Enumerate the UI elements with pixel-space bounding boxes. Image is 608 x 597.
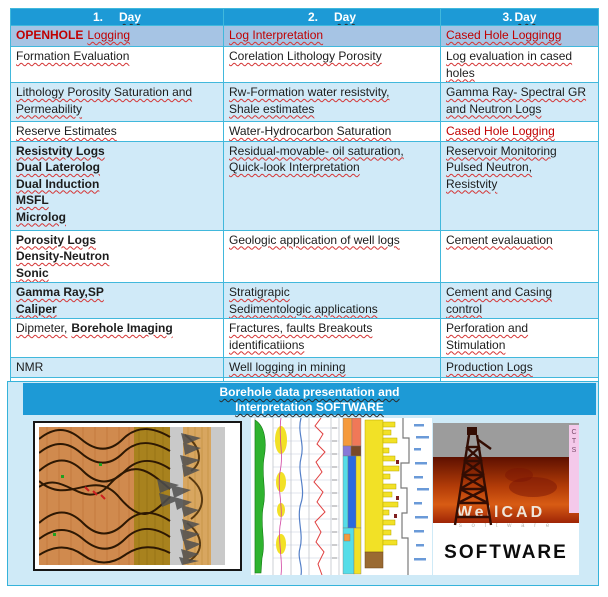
- day-2-header: 2. Day: [223, 8, 441, 26]
- cell: Production Logs: [440, 357, 599, 378]
- cell: Fractures, faults Breakouts identificati…: [223, 318, 441, 358]
- cell: Stratigrapic Sedimentologic applications: [223, 282, 441, 319]
- cell-openhole-logging: OPENHOLE Logging: [10, 25, 224, 47]
- cell-porosity-logs: Porosity Logs Density-Neutron Sonic: [10, 229, 224, 283]
- well-log-composite: [251, 417, 432, 576]
- table-row: Resistvity Logs Dual Laterolog Dual Indu…: [10, 140, 599, 231]
- cell-cased-hole-logging: Cased Hole Logging: [440, 121, 599, 142]
- day-3-header: 3. Day: [440, 8, 599, 26]
- day-3-number: 3.: [502, 10, 513, 24]
- wellcad-gradient: WellCAD: [433, 457, 579, 523]
- wellcad-side-strip: C T S: [569, 425, 579, 513]
- table-row: OPENHOLE Logging Log Interpretation Cased…: [10, 25, 599, 47]
- cell: Gamma Ray- Spectral GR and Neutron Logs: [440, 82, 599, 122]
- cell: Cement evalauation: [440, 229, 599, 283]
- wellcad-brand-text: WellCAD: [456, 504, 546, 521]
- table-row: Reserve Estimates Water-Hydrocarbon Satu…: [10, 121, 599, 142]
- cell: Rw-Formation water resistvity, Shale est…: [223, 82, 441, 122]
- cell-log-interpretation: Log Interpretation: [223, 25, 441, 47]
- day-1-label: Day: [119, 10, 142, 24]
- wellcad-ghost-text: s o f t w a r e: [433, 523, 579, 531]
- cell: Lithology Porosity Saturation and Permea…: [10, 82, 224, 122]
- day-1-number: 1.: [92, 10, 103, 24]
- borehole-image-log-graphic: [38, 427, 236, 565]
- well-log-composite-graphic: [251, 417, 432, 576]
- cell: Well logging in mining: [223, 357, 441, 378]
- cell-gamma-ray-sp: Gamma Ray,SP Caliper: [10, 282, 224, 319]
- cell-cased-hole-logging-title: Cased Hole Loggingg: [440, 25, 599, 47]
- table-row: Lithology Porosity Saturation and Permea…: [10, 82, 599, 122]
- day-1-header: 1. Day: [10, 8, 224, 26]
- table-row: NMR Well logging in mining Production Lo…: [10, 357, 599, 378]
- cell-resistivity-logs: Resistvity Logs Dual Laterolog Dual Indu…: [10, 140, 224, 231]
- table-row: Dipmeter, Borehole Imaging Fractures, fau…: [10, 318, 599, 358]
- day-2-number: 2.: [307, 10, 318, 24]
- cell: Cement and Casing control: [440, 282, 599, 319]
- cell: Water-Hydrocarbon Saturation: [223, 121, 441, 142]
- cell-dipmeter-borehole-imaging: Dipmeter, Borehole Imaging: [10, 318, 224, 358]
- software-panel: Borehole data presentation and Interpret…: [7, 381, 599, 586]
- table-row: Formation Evaluation Corelation Litholog…: [10, 46, 599, 83]
- borehole-image-log: [33, 421, 242, 571]
- cell: Geologic application of well logs: [223, 229, 441, 283]
- header-row: 1. Day 2. Day 3. Day: [10, 8, 599, 26]
- wellcad-sky: [433, 423, 579, 457]
- day-3-label: Day: [514, 10, 537, 24]
- table-row: Porosity Logs Density-Neutron Sonic Geol…: [10, 229, 599, 283]
- cell: Corelation Lithology Porosity: [223, 46, 441, 83]
- wellcad-logo: WellCAD s o f t w a r e SOFTWARE C T: [433, 423, 579, 575]
- software-caption: SOFTWARE: [444, 542, 568, 563]
- table-row: Gamma Ray,SP Caliper Stratigrapic Sedime…: [10, 282, 599, 319]
- day-2-label: Day: [334, 10, 357, 24]
- cell: Perforation and Stimulation: [440, 318, 599, 358]
- cell: Residual-movable- oil saturation, Quick-…: [223, 140, 441, 231]
- cell: Reserve Estimates: [10, 121, 224, 142]
- cell: Log evaluation in cased holes: [440, 46, 599, 83]
- software-panel-title: Borehole data presentation and Interpret…: [23, 383, 596, 415]
- cell-nmr: NMR: [10, 357, 224, 378]
- course-schedule-table: 1. Day 2. Day 3. Day OPENHOLE Logging Log In…: [10, 8, 599, 397]
- cell: Formation Evaluation: [10, 46, 224, 83]
- cell: Reservoir Monitoring Pulsed Neutron, Res…: [440, 140, 599, 231]
